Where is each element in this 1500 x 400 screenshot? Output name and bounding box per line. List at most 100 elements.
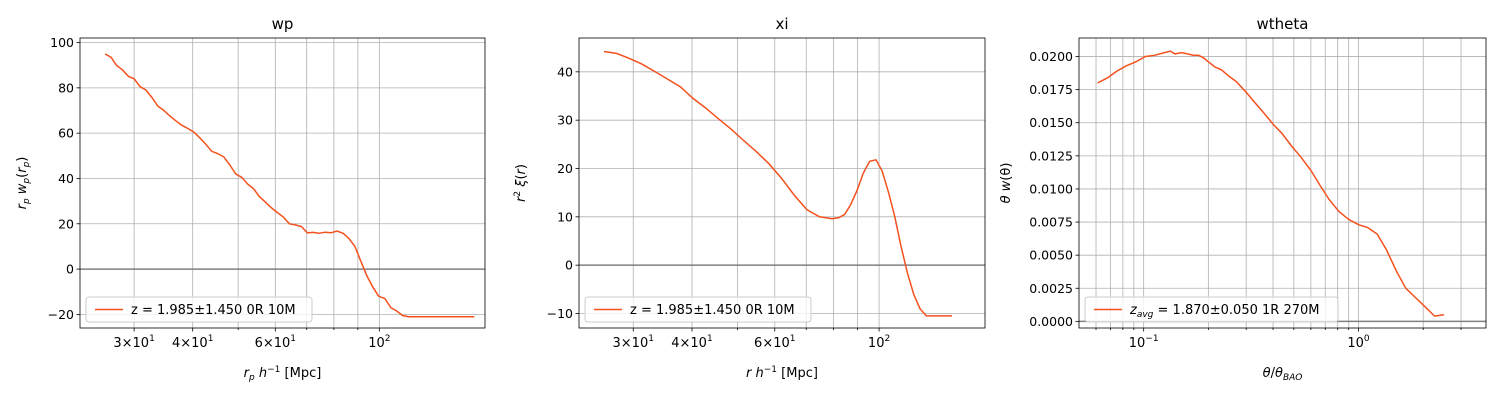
y-tick-label: 10 — [557, 209, 573, 224]
x-axis-label-part: θ — [1275, 366, 1283, 381]
chart-title: wp — [272, 15, 294, 33]
y-axis-label-part: p — [22, 198, 32, 205]
x-axis-label-part: θ — [1263, 366, 1271, 381]
y-axis-label-part: (θ) — [999, 163, 1014, 181]
y-axis-label-part: θ w — [999, 180, 1014, 203]
series-line — [104, 53, 475, 318]
legend-label: zavg = 1.870±0.050 1R 270M — [1129, 303, 1319, 320]
x-tick-label-base: 4×10 — [172, 336, 208, 351]
legend-label: z = 1.985±1.450 0R 10M — [630, 303, 795, 318]
y-tick-label: 0.0000 — [1029, 314, 1073, 329]
y-axis-label-part: 2 — [513, 191, 523, 197]
x-tick-label-base: 10 — [1129, 336, 1146, 351]
x-tick-label-base: 3×10 — [113, 336, 149, 351]
x-axis-label-part: / — [1271, 366, 1276, 381]
x-axis-label-part: BAO — [1283, 373, 1302, 383]
y-tick-label: 20 — [58, 216, 74, 231]
y-axis-label-part: r — [514, 195, 529, 202]
x-tick-label-exp: 1 — [290, 334, 296, 344]
x-axis-label-part: h — [255, 366, 267, 381]
y-axis-label-part: r — [15, 166, 30, 173]
axes-frame — [79, 37, 486, 329]
y-axis-label-part: ) — [15, 157, 30, 162]
y-axis-label-part: ( — [514, 174, 529, 179]
x-axis-label-part: p — [248, 373, 255, 383]
y-tick-label: 0.0100 — [1029, 181, 1073, 196]
x-tick-label-exp: 2 — [884, 334, 890, 344]
x-tick-label: 3×101 — [113, 334, 154, 351]
y-axis-label: θ w(θ) — [999, 163, 1014, 204]
y-tick-label: 0.0025 — [1029, 281, 1073, 296]
y-axis-label: r2 ξ(r) — [513, 164, 529, 202]
x-tick-label-exp: 1 — [648, 334, 654, 344]
y-axis-label-part: ) — [514, 164, 529, 169]
legend: zavg = 1.870±0.050 1R 270M — [1084, 296, 1339, 323]
legend-label-symbol: z — [1129, 303, 1138, 318]
x-tick-label-base: 3×10 — [613, 336, 649, 351]
x-tick-label: 4×101 — [172, 334, 213, 351]
x-tick-label-exp: 2 — [385, 334, 391, 344]
x-tick-label-exp: 1 — [149, 334, 155, 344]
x-tick-label-base: 10 — [368, 336, 385, 351]
y-tick-label: 0.0050 — [1029, 248, 1073, 263]
x-tick-label: 4×101 — [671, 334, 712, 351]
x-axis-label: θ/θBAO — [1263, 366, 1303, 383]
chart-title: xi — [775, 15, 788, 33]
y-tick-label: 20 — [557, 161, 573, 176]
y-tick-label: −10 — [547, 306, 573, 321]
x-tick-label: 6×101 — [754, 334, 795, 351]
x-tick-label-base: 6×10 — [754, 336, 790, 351]
x-tick-label-exp: −1 — [1145, 334, 1158, 344]
x-axis-label-part: [Mpc] — [777, 366, 818, 381]
legend-box — [85, 296, 313, 323]
legend-label-text: = 1.870±0.050 1R 270M — [1153, 303, 1319, 318]
x-tick-label-exp: 0 — [1364, 334, 1370, 344]
legend-box — [584, 296, 812, 323]
y-axis-label: rp wp(rp) — [15, 157, 32, 210]
x-tick-label: 100 — [1347, 334, 1370, 351]
y-axis-label-part: ( — [15, 173, 30, 178]
x-tick-label-base: 10 — [868, 336, 885, 351]
x-tick-label-base: 4×10 — [671, 336, 707, 351]
y-tick-label: 0 — [66, 262, 74, 277]
series-line — [603, 50, 953, 317]
legend: z = 1.985±1.450 0R 10M — [584, 296, 812, 323]
x-axis-label: r h−1 [Mpc] — [746, 365, 818, 381]
x-tick-label-base: 10 — [1347, 336, 1364, 351]
x-tick-label: 3×101 — [613, 334, 654, 351]
x-axis-label-part: −1 — [267, 365, 280, 375]
y-tick-label: 40 — [557, 64, 573, 79]
series-line — [1097, 50, 1445, 317]
y-axis-label-part: r — [15, 202, 30, 209]
x-tick-label-exp: 1 — [208, 334, 214, 344]
legend: z = 1.985±1.450 0R 10M — [85, 296, 313, 323]
y-tick-label: 30 — [557, 113, 573, 128]
x-tick-label-exp: 1 — [707, 334, 713, 344]
y-tick-label: 80 — [58, 80, 74, 95]
x-axis-label: rp h−1 [Mpc] — [244, 365, 322, 383]
y-axis-label-part: ξ — [514, 179, 529, 191]
y-axis-label-part: p — [22, 178, 32, 185]
x-tick-label: 10−1 — [1129, 334, 1159, 351]
y-axis-label-part: w — [15, 183, 30, 198]
x-tick-label: 6×101 — [255, 334, 296, 351]
x-tick-label: 102 — [368, 334, 390, 351]
y-tick-label: 0.0075 — [1029, 215, 1073, 230]
y-tick-label: −20 — [48, 307, 74, 322]
y-axis-label-part: p — [22, 161, 32, 168]
x-tick-label-exp: 1 — [790, 334, 796, 344]
y-tick-label: 0.0150 — [1029, 115, 1073, 130]
axes-frame — [1078, 37, 1487, 329]
y-tick-label: 0.0125 — [1029, 148, 1073, 163]
axes-frame — [578, 37, 986, 329]
y-axis-label-part: r — [514, 167, 529, 174]
y-tick-label: 0.0200 — [1029, 49, 1073, 64]
x-axis-label-part: r h — [746, 366, 764, 381]
x-axis-label-part: r — [244, 366, 251, 381]
chart-title: wtheta — [1257, 15, 1309, 33]
y-tick-label: 100 — [50, 35, 74, 50]
x-tick-label: 102 — [868, 334, 890, 351]
x-tick-label-base: 6×10 — [255, 336, 291, 351]
y-tick-label: 60 — [58, 126, 74, 141]
